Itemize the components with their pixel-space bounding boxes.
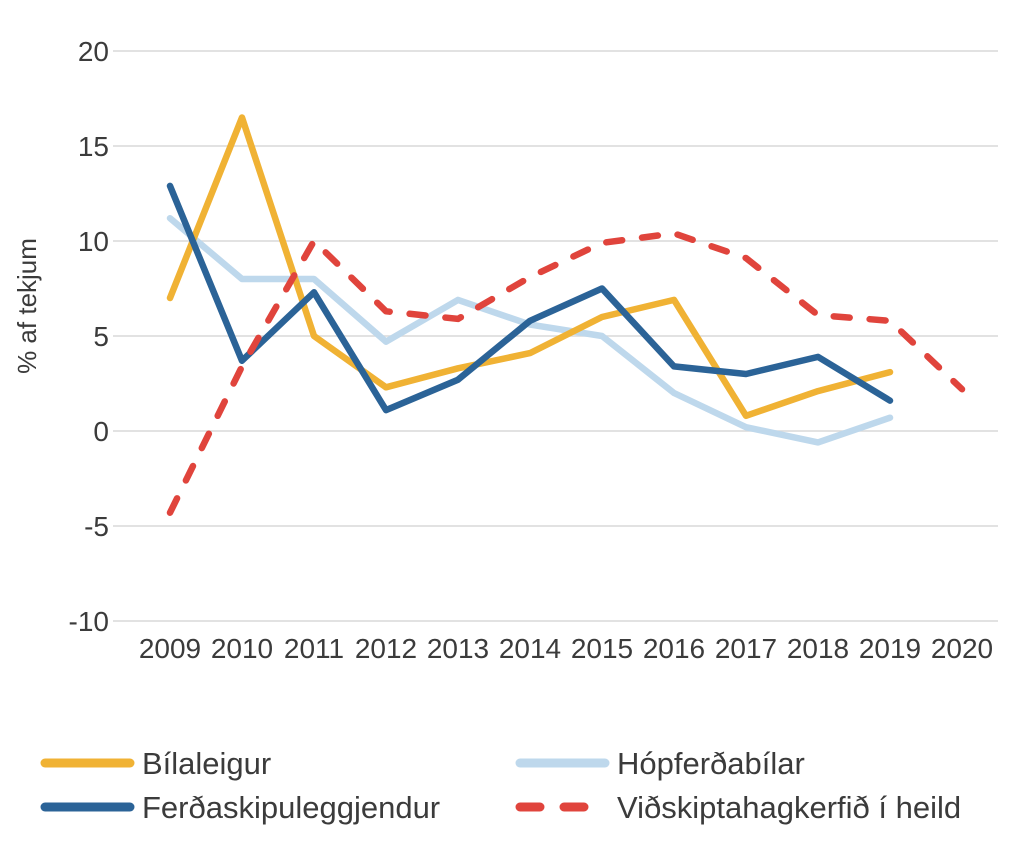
legend-item-label: Ferðaskipuleggjendur	[142, 790, 440, 825]
series-lines	[166, 114, 966, 516]
x-tick-label: 2018	[787, 633, 849, 664]
x-tick-label: 2013	[427, 633, 489, 664]
x-tick-label: 2011	[284, 633, 344, 664]
legend-item: Viðskiptahagkerfið í heild	[515, 790, 961, 825]
y-tick-label: -10	[69, 606, 109, 637]
x-tick-label: 2009	[139, 633, 201, 664]
legend-item: Hópferðabílar	[515, 746, 805, 781]
y-tick-label: 5	[93, 321, 109, 352]
y-tick-label: 15	[78, 131, 109, 162]
y-tick-label: -5	[84, 511, 109, 542]
series-line-2	[166, 182, 894, 414]
x-tick-label: 2019	[859, 633, 921, 664]
x-tick-label: 2015	[571, 633, 633, 664]
x-tick-label: 2017	[715, 633, 777, 664]
legend-item-label: Bílaleigur	[142, 746, 271, 781]
legend-item-label: Hópferðabílar	[617, 746, 805, 781]
series-line-1	[166, 114, 894, 420]
x-tick-label: 2012	[355, 633, 417, 664]
y-tick-label: 0	[93, 416, 109, 447]
x-tick-label: 2020	[931, 633, 993, 664]
x-axis-tick-labels: 2009 2010 2011 2012 2013 2014 2015 2016 2017 2018…	[139, 633, 993, 664]
y-tick-label: 20	[78, 36, 109, 67]
legend-item-label: Viðskiptahagkerfið í heild	[617, 790, 961, 825]
legend-item: Ferðaskipuleggjendur	[40, 790, 440, 825]
y-axis-tick-labels: 20 15 10 5 0 -5 -10	[69, 36, 109, 637]
legend-item: Bílaleigur	[40, 746, 271, 781]
y-axis-title: % af tekjum	[12, 238, 42, 374]
y-tick-label: 10	[78, 226, 109, 257]
legend: Bílaleigur Ferðaskipuleggjendur Hópferðabí…	[40, 746, 961, 825]
x-tick-label: 2010	[211, 633, 273, 664]
x-tick-label: 2014	[499, 633, 561, 664]
x-tick-label: 2016	[643, 633, 705, 664]
